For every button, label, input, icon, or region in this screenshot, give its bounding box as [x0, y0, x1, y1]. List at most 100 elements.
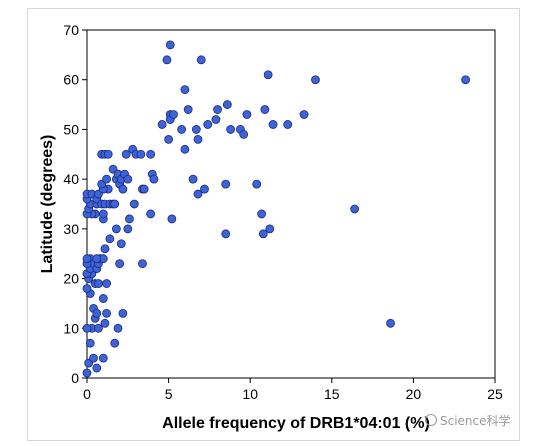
x-tick-label: 25 — [487, 386, 503, 402]
data-point — [268, 120, 278, 129]
data-point — [138, 259, 147, 269]
data-point — [92, 363, 102, 373]
x-tick-label: 5 — [165, 386, 173, 402]
data-point — [200, 184, 209, 194]
data-point — [136, 149, 146, 159]
y-tick-label: 70 — [63, 22, 79, 38]
data-point — [115, 259, 125, 269]
data-point — [180, 85, 190, 95]
data-point — [299, 110, 309, 119]
y-axis-title: Latitude (degrees) — [39, 135, 56, 274]
data-point — [162, 55, 172, 65]
data-point — [191, 125, 201, 134]
data-point — [203, 120, 213, 129]
data-point — [82, 254, 92, 264]
data-point — [123, 174, 133, 184]
data-point — [118, 184, 128, 194]
data-point — [265, 224, 275, 234]
data-point — [239, 129, 249, 139]
data-point — [110, 199, 120, 209]
data-point — [82, 323, 92, 333]
data-point — [165, 40, 175, 50]
data-point — [146, 209, 156, 219]
data-point — [180, 144, 190, 154]
data-point — [111, 224, 121, 234]
data-point — [193, 134, 203, 144]
data-point — [252, 179, 262, 189]
data-point — [149, 174, 159, 184]
data-point — [283, 120, 293, 129]
data-point — [263, 70, 273, 80]
data-point — [85, 338, 95, 348]
data-point — [100, 244, 110, 254]
data-point — [169, 110, 178, 119]
data-point — [92, 254, 102, 264]
data-point — [350, 204, 360, 214]
x-tick-label: 15 — [324, 386, 340, 402]
data-point — [103, 149, 113, 159]
data-point — [177, 125, 187, 134]
watermark-text: Science科学 — [440, 414, 511, 428]
data-point — [211, 115, 221, 124]
y-tick-label: 50 — [63, 121, 79, 137]
data-point — [226, 125, 236, 134]
data-point — [311, 75, 320, 85]
plot-area — [86, 29, 496, 379]
data-point — [94, 323, 103, 333]
data-point — [157, 120, 167, 129]
y-tick-label: 30 — [63, 221, 79, 237]
data-point — [82, 284, 92, 293]
y-tick-label: 0 — [71, 370, 79, 386]
y-tick-label: 60 — [63, 72, 79, 88]
data-point — [110, 338, 120, 348]
x-axis-ticks: 0 5 10 15 20 25 — [83, 378, 503, 402]
x-tick-label: 10 — [242, 386, 258, 402]
y-tick-label: 20 — [63, 271, 79, 287]
data-point — [221, 229, 231, 239]
data-point — [118, 308, 128, 318]
wechat-icon — [425, 414, 437, 426]
data-point — [123, 224, 133, 234]
data-point — [92, 308, 102, 318]
data-point — [193, 189, 203, 199]
x-tick-label: 0 — [83, 386, 91, 402]
data-point — [386, 318, 395, 328]
data-point — [196, 55, 206, 65]
data-point — [125, 214, 134, 224]
watermark: Science科学 — [425, 412, 511, 429]
data-point — [129, 199, 139, 209]
data-point — [139, 184, 149, 194]
data-point — [146, 149, 156, 159]
data-point — [222, 100, 232, 109]
data-point — [82, 368, 92, 378]
data-point — [183, 105, 193, 114]
data-point — [105, 234, 115, 244]
y-tick-label: 40 — [63, 171, 79, 187]
data-point — [98, 209, 108, 219]
data-point — [221, 179, 231, 189]
data-point — [89, 353, 98, 363]
data-point — [102, 308, 111, 318]
data-point — [188, 174, 198, 184]
x-axis-title: Allele frequency of DRB1*04:01 (%) — [162, 415, 430, 432]
data-point — [260, 105, 270, 114]
data-point — [257, 209, 267, 219]
figure-frame — [27, 8, 520, 441]
data-point — [116, 239, 126, 249]
data-point — [98, 294, 108, 303]
data-points — [82, 40, 471, 378]
y-axis-ticks: 0 10 20 30 40 50 60 70 — [63, 22, 87, 386]
data-point — [102, 174, 111, 184]
data-point — [242, 110, 252, 119]
y-tick-label: 10 — [63, 320, 79, 336]
data-point — [167, 214, 177, 224]
data-point — [113, 323, 123, 333]
x-tick-label: 20 — [406, 386, 422, 402]
data-point — [94, 279, 103, 288]
data-point — [461, 75, 471, 85]
data-point — [121, 149, 131, 159]
data-point — [98, 353, 108, 363]
data-point — [213, 105, 222, 114]
